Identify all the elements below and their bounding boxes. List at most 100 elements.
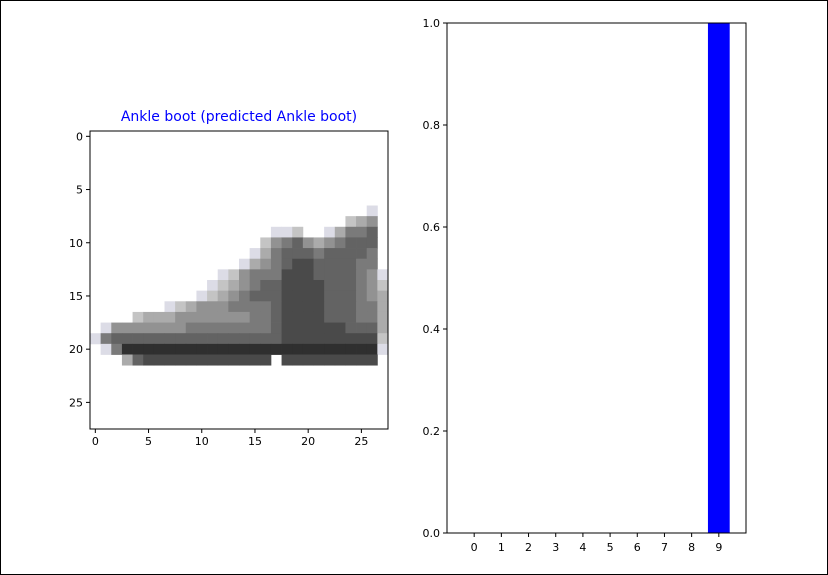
image-pixel (366, 237, 378, 249)
image-pixel (356, 216, 368, 228)
image-pixel (345, 290, 357, 302)
image-pixel (249, 248, 261, 260)
image-pixel (217, 311, 229, 323)
image-pixel (185, 343, 197, 355)
image-pixel (356, 237, 368, 249)
image-pixel (345, 269, 357, 281)
bar-x-tick-label: 8 (688, 541, 695, 554)
image-pixel (249, 354, 261, 366)
image-pixel (313, 301, 325, 313)
image-pixel (196, 333, 208, 345)
image-pixel (302, 354, 314, 366)
image-pixel (207, 333, 219, 345)
image-pixel (281, 354, 293, 366)
image-pixel (260, 322, 272, 334)
image-pixel (366, 258, 378, 270)
image-pixel (132, 333, 144, 345)
image-pixel (164, 301, 176, 313)
image-pixel (356, 333, 368, 345)
image-axes: Ankle boot (predicted Ankle boot) 0 5 10 15… (69, 109, 389, 448)
image-y-tick-label: 0 (76, 130, 83, 143)
image-pixel (207, 354, 219, 366)
image-pixel (270, 248, 282, 260)
image-pixel (175, 322, 187, 334)
image-pixel (356, 354, 368, 366)
image-pixel (260, 311, 272, 323)
image-pixel (281, 280, 293, 292)
image-pixel (366, 226, 378, 238)
image-pixel (228, 322, 240, 334)
bar-x-tick-label: 7 (661, 541, 668, 554)
image-pixel (249, 258, 261, 270)
image-pixel (366, 280, 378, 292)
image-pixel (228, 290, 240, 302)
image-pixel (356, 258, 368, 270)
image-pixel (281, 322, 293, 334)
image-pixel (121, 343, 133, 355)
image-pixel (345, 226, 357, 238)
image-pixel (356, 248, 368, 260)
image-pixel (281, 248, 293, 260)
image-pixel (132, 311, 144, 323)
image-y-tick-label: 5 (76, 184, 83, 197)
image-x-tick-label: 15 (248, 435, 262, 448)
image-pixel (239, 311, 251, 323)
image-pixel (111, 322, 123, 334)
image-pixel (196, 311, 208, 323)
image-pixel (281, 290, 293, 302)
bar-y-tick-label: 0.4 (423, 323, 441, 336)
image-pixel (313, 354, 325, 366)
image-pixel (377, 311, 389, 323)
image-pixel (239, 322, 251, 334)
image-pixel (302, 311, 314, 323)
image-pixel (239, 269, 251, 281)
image-pixel (90, 333, 102, 345)
image-pixel (260, 333, 272, 345)
image-pixel (260, 290, 272, 302)
image-pixel (345, 301, 357, 313)
image-pixel (356, 280, 368, 292)
image-pixel (143, 343, 155, 355)
image-pixel (366, 216, 378, 228)
bar-9 (707, 23, 730, 533)
image-pixel (239, 301, 251, 313)
image-pixel (292, 258, 304, 270)
image-pixel (324, 290, 336, 302)
bar-y-tick-label: 1.0 (423, 17, 441, 30)
image-pixel (345, 311, 357, 323)
image-pixel (366, 311, 378, 323)
image-y-tick-label: 25 (69, 396, 83, 409)
image-pixel (334, 280, 346, 292)
image-pixel (270, 269, 282, 281)
bar-y-tick-label: 0.0 (423, 527, 441, 540)
image-pixel (313, 322, 325, 334)
image-pixel (239, 333, 251, 345)
bar-x-tick-label: 2 (525, 541, 532, 554)
image-pixel (313, 343, 325, 355)
image-x-tick-label: 25 (354, 435, 368, 448)
image-pixel (366, 354, 378, 366)
image-pixel (334, 258, 346, 270)
image-pixel (324, 226, 336, 238)
image-pixel (121, 354, 133, 366)
image-y-ticks: 0 5 10 15 20 25 (69, 130, 90, 409)
image-pixel (153, 311, 165, 323)
image-pixel (281, 237, 293, 249)
image-pixel (270, 290, 282, 302)
image-pixel (121, 333, 133, 345)
image-pixel (345, 237, 357, 249)
bar-x-tick-label: 6 (634, 541, 641, 554)
image-pixel (302, 322, 314, 334)
image-pixel (100, 333, 112, 345)
image-pixel (302, 280, 314, 292)
image-pixel (239, 354, 251, 366)
image-pixel (313, 333, 325, 345)
image-pixel (334, 311, 346, 323)
image-pixel (313, 311, 325, 323)
image-pixel (175, 354, 187, 366)
image-pixel (249, 301, 261, 313)
image-x-tick-label: 10 (195, 435, 209, 448)
image-pixel (249, 322, 261, 334)
image-pixel (292, 280, 304, 292)
bar-y-ticks: 0.0 0.2 0.4 0.6 0.8 1.0 (423, 17, 447, 540)
